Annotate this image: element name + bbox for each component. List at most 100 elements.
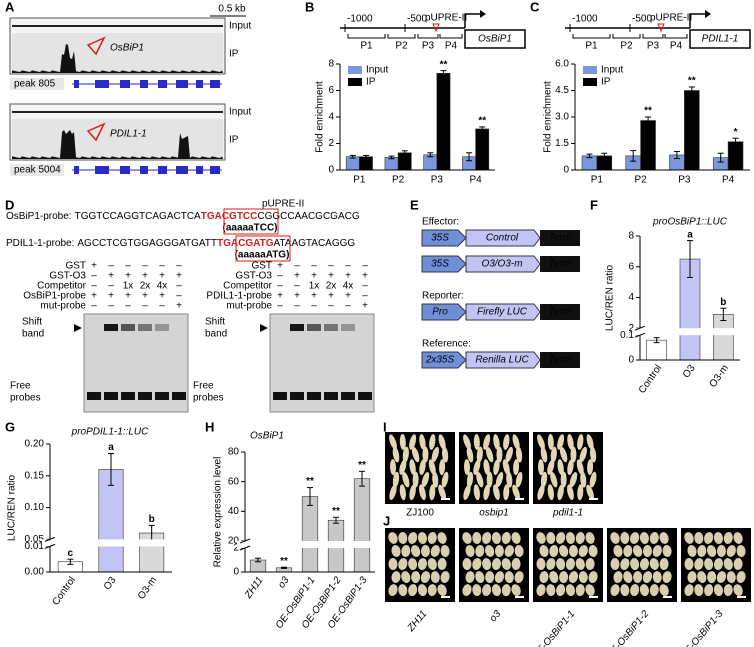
grain [565,558,575,571]
region-bracket [572,34,611,39]
lane-value: – [294,281,300,292]
lane-value: – [159,301,165,312]
grain [410,545,421,557]
lane-value: + [328,291,334,302]
y-tick-label: 2 [628,323,634,334]
region-label: P3 [422,41,435,52]
motif: TGACGATG [217,238,274,249]
bar [359,156,373,171]
gene-name: PDIL1-1 [702,34,739,45]
y-tick-label: 8 [628,231,634,242]
lane-value: – [125,261,131,272]
x-tick-label: O3-m [136,575,159,602]
image-label: pdil1-1 [552,508,583,519]
grain [694,532,704,544]
y-tick-label: 0.15 [25,470,45,481]
region-label: P4 [670,41,683,52]
grain [391,545,401,557]
grain [482,532,492,544]
mutant-sequence: (aaaaaTCC) [222,223,277,234]
grain [399,434,406,450]
y-tick-label: 0.10 [25,502,45,513]
y-tick-label: 0.05 [25,534,45,545]
term-name: Term [549,233,571,244]
lane-value: – [277,281,283,292]
region-bracket [417,34,439,39]
grain [401,571,411,583]
term-box [540,256,580,272]
grain [465,571,475,584]
grain [465,545,475,557]
grain [430,571,440,584]
grain [642,545,652,558]
grain [389,484,397,500]
gene-name: PDIL1-1 [110,129,147,140]
grain [399,484,406,501]
grain [536,584,546,596]
significance-label: ** [358,460,366,471]
grain [694,558,704,570]
lane-value: + [294,291,300,302]
grain [472,532,482,544]
grain [556,584,566,597]
legend-swatch [348,66,362,74]
bar [353,478,371,573]
grain [557,484,564,501]
grain [419,459,426,476]
x-tick-label: P3 [431,175,444,186]
bar [713,314,734,361]
shift-arrow [74,324,82,332]
x-tick-label: P3 [678,175,691,186]
grain [736,571,746,584]
grain [578,571,588,584]
significance-label: ** [280,556,288,567]
grain [589,471,597,488]
grain [437,584,447,596]
grain [473,434,480,450]
lane-value: + [108,291,114,302]
bar [301,496,319,573]
probe-sequence: PDIL1-1-probe: AGCCTCGTGGAGGGATGATTTGACGA… [6,238,355,249]
legend-swatch [583,66,597,74]
grain [427,532,437,544]
lane-value: + [311,291,317,302]
grain [511,558,521,571]
lane-value: + [345,291,351,302]
grain [687,545,697,557]
x-tick-label: Control [637,363,665,396]
shift-label: band [205,329,227,340]
lane-value: 1x [123,281,134,292]
grain [687,571,697,584]
lane-value: – [108,301,114,312]
grain [420,571,431,583]
shift-band [324,324,338,331]
legend-label: IP [601,77,611,88]
promoter-box [421,255,467,273]
shift-band [121,324,135,331]
grain [632,545,643,557]
grain [560,471,567,488]
lane-value: – [277,271,283,282]
grain [588,545,598,558]
lane-value: + [91,291,97,302]
exon [95,80,109,88]
grain [463,434,471,450]
term-name: Term [549,259,571,270]
grain [472,584,482,597]
grain [504,571,514,584]
grain [559,571,569,584]
track-label: IP [229,49,239,60]
free-probe-band [172,392,186,400]
bar [684,90,700,171]
grain [491,532,501,544]
grain [411,571,421,584]
image-label: ZJ100 [406,508,434,519]
lane-value: + [91,261,97,272]
region-bracket [642,34,664,39]
x-tick-label: P1 [591,175,604,186]
grain [620,584,630,597]
grain [463,484,471,500]
grain [723,584,733,597]
y-tick-label: 6 [328,85,334,96]
x-tick-label: P4 [722,175,735,186]
